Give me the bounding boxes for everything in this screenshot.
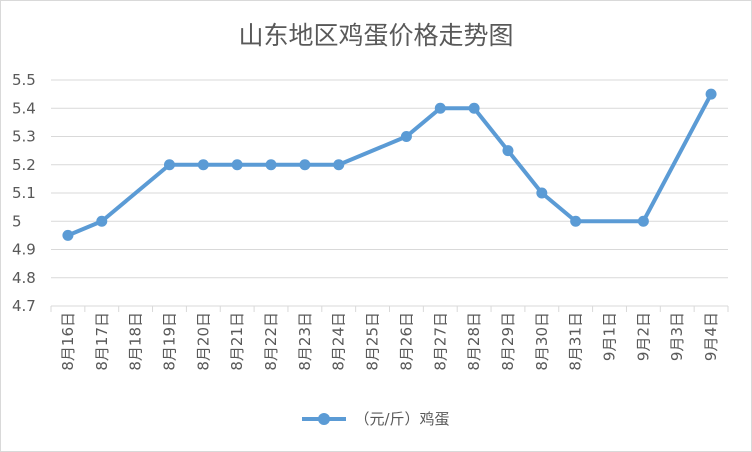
x-tick-label: 9月1日 (601, 312, 619, 361)
x-tick-label: 9月4日 (702, 312, 720, 361)
x-tick-label: 8月23日 (296, 312, 314, 371)
y-tick-label: 5.3 (12, 128, 36, 146)
data-point (163, 159, 175, 171)
x-tick-label: 8月28日 (465, 312, 483, 371)
data-point (333, 159, 345, 171)
x-tick-label: 8月17日 (93, 312, 111, 371)
y-tick-label: 5.5 (12, 71, 36, 89)
y-tick-label: 4.8 (12, 269, 36, 287)
y-tick-label: 5 (12, 212, 22, 230)
data-point (62, 229, 74, 241)
data-point (265, 159, 277, 171)
x-tick-label: 8月31日 (567, 312, 585, 371)
x-tick-label: 8月21日 (228, 312, 246, 371)
x-tick-label: 9月3日 (668, 312, 686, 361)
data-point (299, 159, 311, 171)
x-tick-label: 9月2日 (634, 312, 652, 361)
x-tick-label: 8月20日 (194, 312, 212, 371)
x-tick-label: 8月24日 (330, 312, 348, 371)
y-tick-label: 4.7 (12, 297, 36, 315)
x-tick-label: 8月18日 (127, 312, 145, 371)
x-tick-label: 8月26日 (397, 312, 415, 371)
y-tick-label: 5.1 (12, 184, 36, 202)
chart-title: 山东地区鸡蛋价格走势图 (238, 21, 514, 50)
data-point (536, 187, 548, 199)
x-tick-label: 8月27日 (431, 312, 449, 371)
data-point (637, 215, 649, 227)
legend: （元/斤）鸡蛋 (0, 408, 752, 429)
data-point (502, 145, 514, 157)
legend-label: （元/斤）鸡蛋 (354, 410, 450, 428)
y-tick-label: 4.9 (12, 241, 36, 259)
data-point (96, 215, 108, 227)
x-tick-label: 8月25日 (364, 312, 382, 371)
data-point (434, 102, 446, 114)
series-line (65, 92, 714, 238)
x-tick-label: 8月29日 (499, 312, 517, 371)
y-tick-label: 5.2 (12, 156, 36, 174)
data-point (231, 159, 243, 171)
legend-marker-icon (302, 412, 347, 425)
data-point (400, 131, 412, 142)
data-point (197, 159, 209, 171)
x-tick-label: 8月30日 (533, 312, 551, 371)
x-tick-label: 8月19日 (160, 312, 178, 371)
data-point (570, 215, 582, 227)
x-tick-label: 8月22日 (262, 312, 280, 371)
data-point (705, 88, 717, 100)
y-tick-label: 5.4 (12, 99, 36, 117)
data-point (468, 102, 480, 114)
x-tick-label: 8月16日 (59, 312, 77, 371)
